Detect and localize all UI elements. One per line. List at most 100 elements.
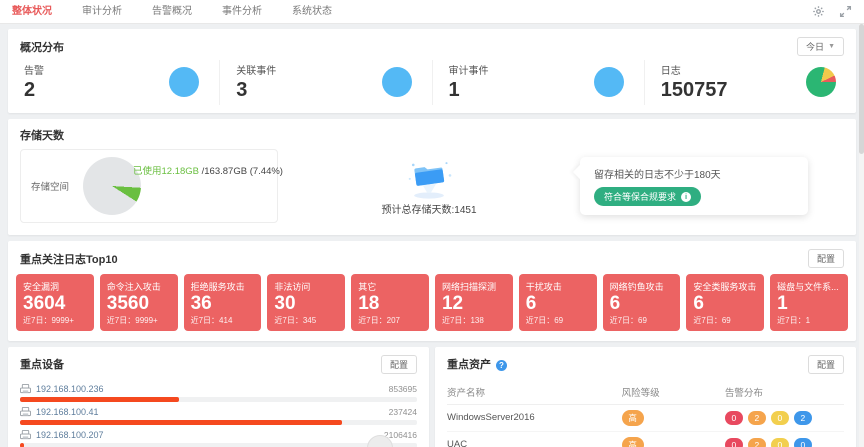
alarm-badge-critical: 0 bbox=[724, 437, 743, 447]
device-icon bbox=[20, 383, 31, 393]
log-recent-value: 9999+ bbox=[135, 315, 158, 325]
log-recent-label: 近7日： bbox=[441, 315, 471, 325]
stat-label: 关联事件 bbox=[236, 66, 277, 77]
storage-usage-text: 已使用12.18GB /163.87GB (7.44%) bbox=[133, 163, 283, 177]
alarm-badge-medium: 0 bbox=[770, 437, 789, 447]
tab[interactable]: 事件分析 bbox=[222, 5, 262, 17]
log-category-name: 磁盘与文件系... bbox=[777, 282, 839, 292]
log-category-name: 网络钓鱼攻击 bbox=[609, 282, 664, 292]
log-category-name: 拒绝服务攻击 bbox=[190, 282, 245, 292]
overview-title: 概况分布 bbox=[20, 41, 64, 54]
storage-days-text: 预计总存储天数:1451 bbox=[381, 205, 477, 216]
log-category-card[interactable]: 命令注入攻击 3560 近7日：9999+ bbox=[99, 274, 178, 331]
log-category-name: 非法访问 bbox=[274, 282, 311, 292]
chevron-down-icon: ▼ bbox=[828, 43, 835, 50]
log-recent-label: 近7日： bbox=[609, 315, 639, 325]
tab[interactable]: 审计分析 bbox=[82, 5, 122, 17]
log-category-name: 安全类服务攻击 bbox=[693, 282, 757, 292]
stat-value: 3 bbox=[236, 79, 248, 101]
log-recent-value: 414 bbox=[219, 315, 233, 325]
log-category-name: 网络扫描探测 bbox=[441, 282, 496, 292]
stat-pie-chart bbox=[169, 66, 200, 97]
log-category-card[interactable]: 安全漏洞 3604 近7日：9999+ bbox=[16, 274, 94, 331]
top-logs-panel: 重点关注日志Top10 配置 安全漏洞 3604 近7日：9999+ 命令注入攻… bbox=[8, 241, 856, 341]
log-category-card[interactable]: 拒绝服务攻击 36 近7日：414 bbox=[183, 274, 262, 331]
risk-level-badge: 高 bbox=[621, 409, 644, 426]
stat-pie-chart bbox=[593, 66, 624, 97]
log-category-card[interactable]: 非法访问 30 近7日：345 bbox=[267, 274, 346, 331]
log-recent-label: 近7日： bbox=[525, 315, 555, 325]
log-category-count: 36 bbox=[190, 293, 212, 314]
device-icon bbox=[20, 429, 31, 439]
assets-config-button[interactable]: 配置 bbox=[807, 354, 844, 374]
device-bar-fill bbox=[20, 419, 342, 425]
device-row: 192.168.100.207 2106416 bbox=[20, 426, 417, 447]
log-category-name: 其它 bbox=[358, 282, 377, 292]
scrollbar-thumb[interactable] bbox=[859, 24, 864, 154]
overview-panel: 概况分布 今日 ▼ 告警 2 关联事件 3 审计事件 1 日志 150757 bbox=[8, 29, 856, 113]
tab[interactable]: 告警概况 bbox=[152, 5, 192, 17]
stat-cell: 日志 150757 bbox=[645, 60, 856, 105]
compliance-tip-text: 留存相关的日志不少于180天 bbox=[594, 170, 721, 181]
stat-pie-chart bbox=[381, 66, 412, 97]
device-ip: 192.168.100.207 bbox=[36, 429, 104, 440]
assets-title: 重点资产? bbox=[447, 356, 507, 372]
log-category-name: 干扰攻击 bbox=[525, 282, 562, 292]
stat-cell: 关联事件 3 bbox=[220, 60, 433, 105]
compliance-badge-button[interactable]: 符合等保合规要求 i bbox=[594, 187, 702, 206]
alarm-badge-high: 2 bbox=[747, 410, 766, 425]
risk-level-badge: 高 bbox=[621, 436, 644, 447]
stat-label: 告警 bbox=[24, 66, 44, 77]
asset-name: UAC bbox=[447, 431, 622, 447]
log-recent-label: 近7日： bbox=[693, 315, 722, 325]
log-recent-label: 近7日： bbox=[106, 315, 136, 325]
scrollbar[interactable] bbox=[859, 24, 864, 447]
devices-config-button[interactable]: 配置 bbox=[380, 354, 417, 374]
device-count: 853695 bbox=[388, 383, 417, 394]
log-recent-value: 9999+ bbox=[51, 315, 74, 325]
stat-value: 1 bbox=[448, 79, 460, 101]
log-category-card[interactable]: 网络钓鱼攻击 6 近7日：69 bbox=[602, 274, 681, 331]
log-recent-value: 69 bbox=[721, 315, 731, 325]
compliance-tip-box: 留存相关的日志不少于180天 符合等保合规要求 i bbox=[580, 157, 808, 215]
log-recent-label: 近7日： bbox=[190, 315, 220, 325]
date-range-dropdown[interactable]: 今日 ▼ bbox=[797, 37, 844, 56]
assets-title-text: 重点资产 bbox=[447, 359, 491, 372]
device-count: 237424 bbox=[388, 406, 417, 417]
info-icon: i bbox=[681, 191, 692, 202]
log-category-card[interactable]: 干扰攻击 6 近7日：69 bbox=[518, 274, 597, 331]
log-category-count: 12 bbox=[441, 293, 464, 314]
fullscreen-icon[interactable] bbox=[839, 5, 852, 18]
log-category-card[interactable]: 其它 18 近7日：207 bbox=[351, 274, 429, 331]
log-category-count: 1 bbox=[777, 293, 788, 314]
log-recent-label: 近7日： bbox=[358, 315, 387, 325]
assets-header-name: 资产名称 bbox=[447, 379, 622, 405]
storage-space-card: 存储空间 已使用12.18GB /163.87GB (7.44%) bbox=[20, 149, 283, 223]
tab[interactable]: 整体状况 bbox=[12, 5, 52, 17]
device-list: 192.168.100.236 853695 192.168.100.41 23… bbox=[8, 378, 429, 447]
overview-stats: 告警 2 关联事件 3 审计事件 1 日志 150757 bbox=[8, 60, 856, 113]
alarm-badge-high: 2 bbox=[747, 437, 766, 447]
device-row: 192.168.100.41 237424 bbox=[20, 403, 417, 425]
log-category-count: 6 bbox=[693, 293, 704, 314]
log-recent-value: 69 bbox=[638, 315, 647, 325]
log-category-count: 6 bbox=[525, 293, 537, 314]
storage-title: 存储天数 bbox=[20, 130, 64, 142]
log-category-card[interactable]: 网络扫描探测 12 近7日：138 bbox=[434, 274, 513, 331]
stat-label: 审计事件 bbox=[448, 66, 489, 77]
gear-icon[interactable] bbox=[812, 5, 825, 18]
alarm-badge-medium: 0 bbox=[770, 410, 789, 425]
log-category-card[interactable]: 磁盘与文件系... 1 近7日：1 bbox=[770, 274, 848, 331]
log-category-count: 18 bbox=[358, 293, 380, 314]
storage-total-value: /163.87GB (7.44%) bbox=[199, 166, 283, 177]
log-category-card[interactable]: 安全类服务攻击 6 近7日：69 bbox=[686, 274, 765, 331]
stat-value: 150757 bbox=[660, 79, 728, 101]
tab[interactable]: 系统状态 bbox=[292, 5, 332, 17]
stat-cell: 告警 2 bbox=[8, 60, 221, 105]
log-category-count: 3560 bbox=[106, 293, 150, 314]
stat-value: 2 bbox=[24, 79, 36, 101]
folder-illustration-icon bbox=[408, 162, 452, 199]
top-logs-config-button[interactable]: 配置 bbox=[807, 249, 844, 268]
help-icon[interactable]: ? bbox=[496, 360, 507, 372]
